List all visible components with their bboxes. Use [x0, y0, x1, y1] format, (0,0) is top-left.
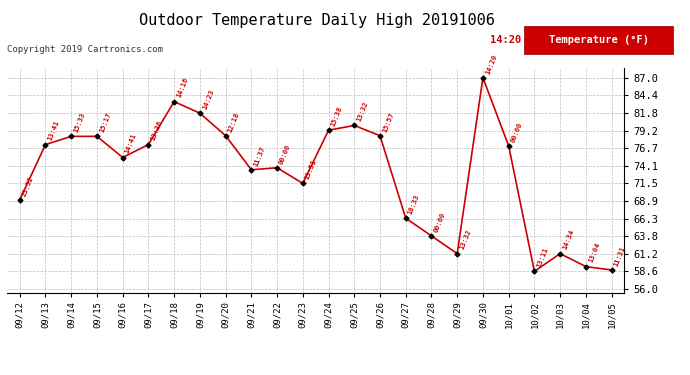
Text: 11:37: 11:37 [253, 145, 266, 167]
Text: 23:52: 23:52 [21, 175, 34, 197]
Text: 13:41: 13:41 [47, 120, 61, 142]
Text: 14:20: 14:20 [490, 35, 521, 45]
Text: 11:31: 11:31 [613, 245, 627, 267]
Text: 14:23: 14:23 [201, 88, 215, 110]
Text: 00:00: 00:00 [279, 143, 292, 165]
Text: 13:51: 13:51 [304, 159, 317, 181]
Text: 14:41: 14:41 [124, 133, 137, 155]
Text: 14:20: 14:20 [484, 53, 498, 75]
Text: 15:33: 15:33 [72, 112, 86, 134]
Text: 15:38: 15:38 [330, 105, 344, 128]
Text: Temperature (°F): Temperature (°F) [549, 35, 649, 45]
Text: 00:00: 00:00 [510, 121, 524, 143]
Text: 13:32: 13:32 [459, 229, 472, 251]
Text: Copyright 2019 Cartronics.com: Copyright 2019 Cartronics.com [7, 45, 163, 54]
Text: 14:16: 14:16 [175, 77, 189, 99]
Text: 13:04: 13:04 [587, 242, 601, 264]
Text: 14:34: 14:34 [562, 229, 575, 251]
Text: 15:17: 15:17 [99, 112, 112, 134]
Text: 13:32: 13:32 [355, 101, 369, 123]
Text: 15:57: 15:57 [382, 111, 395, 133]
Text: 18:33: 18:33 [407, 194, 421, 215]
Text: 12:18: 12:18 [227, 111, 241, 133]
Text: 00:00: 00:00 [433, 211, 446, 233]
Text: Outdoor Temperature Daily High 20191006: Outdoor Temperature Daily High 20191006 [139, 13, 495, 28]
Text: 13:36: 13:36 [150, 120, 164, 142]
Text: 13:11: 13:11 [535, 247, 549, 268]
